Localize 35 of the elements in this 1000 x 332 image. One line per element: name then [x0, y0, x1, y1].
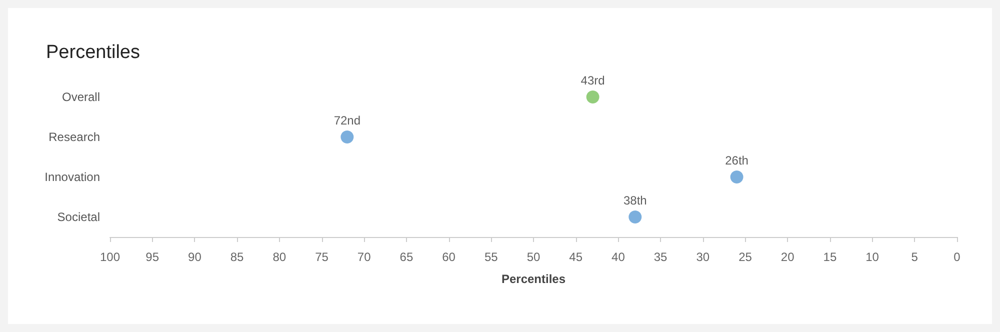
chart-title: Percentiles [46, 42, 140, 63]
y-tick-label: Societal [57, 210, 100, 224]
x-tick-label: 5 [911, 250, 918, 264]
x-axis-title: Percentiles [501, 272, 566, 286]
x-tick-label: 40 [612, 250, 626, 264]
data-label: 43rd [580, 74, 605, 88]
x-tick-label: 25 [738, 250, 752, 264]
x-tick-label: 20 [780, 250, 795, 264]
x-tick-label: 35 [654, 250, 668, 264]
x-tick-label: 60 [442, 250, 456, 264]
point [628, 210, 642, 224]
point [340, 130, 354, 144]
point [586, 90, 600, 104]
x-tick-label: 45 [569, 250, 583, 264]
x-tick-label: 15 [823, 250, 837, 264]
y-tick-label: Overall [62, 90, 100, 104]
point [730, 170, 744, 184]
x-tick-label: 85 [230, 250, 244, 264]
y-tick-label: Innovation [44, 170, 100, 184]
x-tick-label: 65 [400, 250, 414, 264]
x-tick-label: 100 [100, 250, 120, 264]
x-tick-label: 55 [484, 250, 498, 264]
data-label: 38th [623, 194, 647, 208]
x-tick-label: 75 [315, 250, 329, 264]
x-tick-label: 95 [146, 250, 160, 264]
data-label: 72nd [334, 114, 361, 128]
x-tick-label: 10 [866, 250, 880, 264]
data-label: 26th [725, 154, 748, 168]
x-tick-label: 30 [696, 250, 710, 264]
x-tick-label: 90 [188, 250, 202, 264]
x-tick-label: 0 [954, 250, 961, 264]
x-tick-label: 70 [357, 250, 372, 264]
x-tick-label: 50 [526, 250, 540, 264]
y-tick-label: Research [48, 130, 100, 144]
x-tick-label: 80 [272, 250, 286, 264]
